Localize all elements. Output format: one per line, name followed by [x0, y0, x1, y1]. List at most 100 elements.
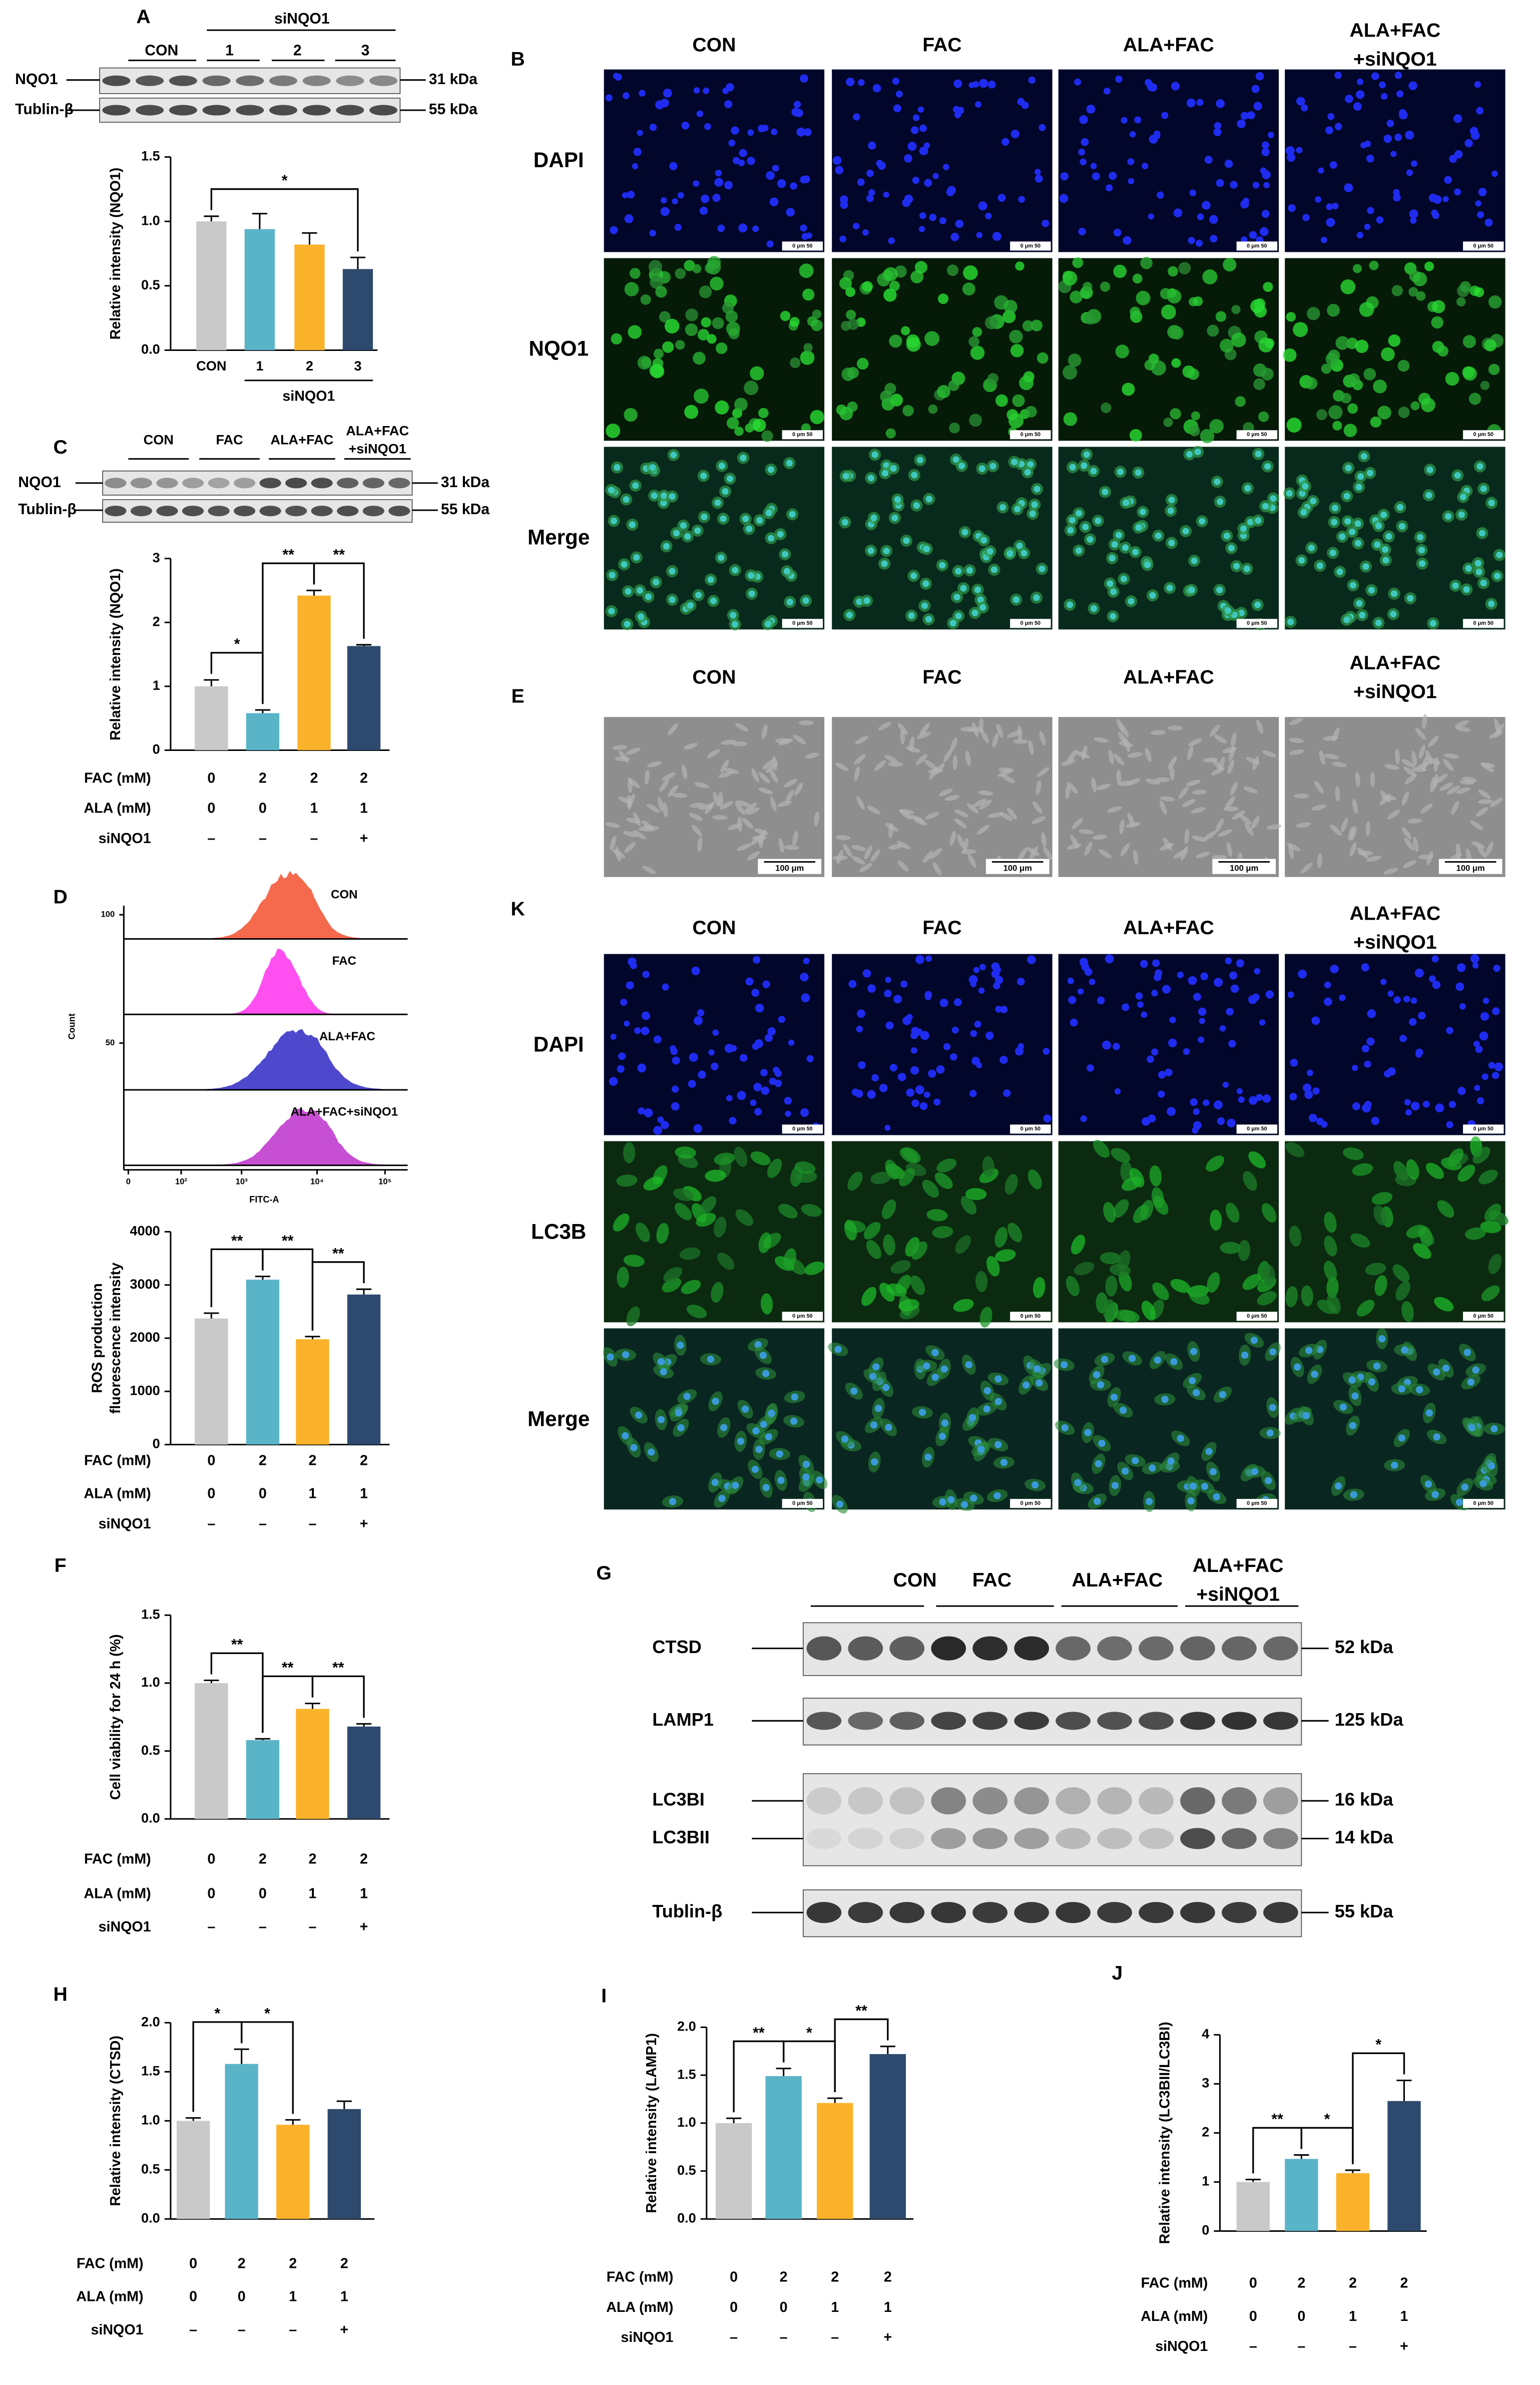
condition-value: 2 — [1297, 2275, 1305, 2291]
nucleus — [1311, 1370, 1318, 1378]
cell — [623, 831, 638, 837]
scale-label: 0 μm 50 — [1247, 243, 1267, 249]
cell — [714, 1152, 735, 1165]
nucleus — [712, 1397, 719, 1405]
nucleus — [1109, 555, 1116, 562]
nucleus — [993, 1492, 1001, 1499]
nucleus — [910, 126, 919, 134]
nucleus — [1078, 227, 1086, 236]
cell — [879, 1283, 895, 1302]
bar — [196, 221, 227, 350]
nucleus — [1010, 459, 1018, 466]
cell — [715, 400, 729, 415]
cell — [1096, 783, 1111, 790]
condition-value: + — [340, 2322, 348, 2338]
nucleus — [754, 1108, 762, 1116]
nucleus — [1435, 1103, 1444, 1112]
blot-band — [285, 506, 307, 517]
cell — [1155, 777, 1170, 782]
cell — [751, 768, 759, 782]
blot-band — [1056, 1712, 1091, 1730]
cell — [1063, 412, 1078, 426]
nucleus — [1082, 523, 1089, 531]
nucleus — [777, 179, 786, 188]
cell — [896, 841, 911, 850]
cell — [1388, 334, 1401, 347]
cell — [1470, 821, 1483, 830]
nucleus — [732, 1481, 739, 1489]
condition-value: 2 — [289, 2255, 297, 2271]
cell — [689, 813, 703, 821]
nucleus — [660, 1120, 669, 1129]
nucleus — [1367, 207, 1374, 214]
nucleus — [1366, 1037, 1375, 1046]
nucleus — [731, 621, 739, 628]
cell — [934, 762, 945, 775]
nucleus — [939, 217, 946, 224]
cell — [1401, 759, 1415, 768]
cell — [885, 428, 896, 439]
cell — [1230, 781, 1238, 796]
column-header: FAC — [922, 917, 961, 939]
column-header: +siNQO1 — [348, 441, 406, 457]
column-header: ALA+FAC — [1123, 667, 1214, 688]
blot-band — [1222, 1712, 1257, 1730]
nucleus — [866, 194, 874, 202]
nucleus — [1431, 955, 1439, 963]
cell — [698, 329, 710, 341]
nucleus — [1463, 586, 1470, 593]
micrograph — [1058, 1141, 1279, 1323]
nucleus — [1217, 1117, 1225, 1125]
cell — [1084, 842, 1093, 856]
nucleus — [693, 1016, 703, 1025]
nucleus — [1300, 509, 1307, 516]
nucleus — [924, 1453, 932, 1461]
bar — [347, 1726, 381, 1819]
nucleus — [1031, 1481, 1039, 1489]
nucleus — [1432, 980, 1441, 989]
nucleus — [1074, 1479, 1082, 1486]
cell — [1032, 816, 1046, 824]
nucleus — [722, 488, 729, 495]
nucleus — [625, 588, 632, 595]
cell — [970, 345, 985, 360]
condition-value: – — [238, 2322, 246, 2338]
nucleus — [852, 222, 860, 230]
condition-value: – — [308, 1919, 316, 1935]
nucleus — [1355, 484, 1362, 491]
nucleus — [1368, 1378, 1376, 1386]
blot-band — [1097, 1636, 1132, 1661]
blot-band — [1222, 1902, 1257, 1923]
blot-band — [1263, 1787, 1298, 1815]
cell — [1182, 799, 1196, 808]
nucleus — [1238, 1096, 1245, 1103]
nucleus — [1089, 978, 1096, 985]
nucleus — [610, 1033, 617, 1040]
nucleus — [747, 157, 755, 165]
condition-value: 1 — [360, 1886, 368, 1902]
nucleus — [1110, 588, 1117, 595]
cell — [735, 800, 750, 807]
nucleus — [1128, 598, 1135, 605]
nucleus — [1418, 560, 1426, 567]
nucleus — [1323, 997, 1332, 1006]
cell — [810, 410, 824, 425]
nucleus — [931, 1373, 939, 1381]
blot-band — [182, 506, 204, 517]
cell — [954, 818, 967, 829]
nucleus — [742, 515, 749, 522]
nucleus — [1265, 1477, 1272, 1484]
nucleus — [923, 1362, 930, 1370]
nucleus — [1090, 468, 1097, 475]
nucleus — [921, 602, 928, 609]
nucleus — [856, 1009, 865, 1018]
cell — [1472, 1146, 1490, 1164]
nucleus — [768, 1409, 775, 1417]
nucleus — [885, 1021, 894, 1030]
nucleus — [999, 1055, 1008, 1064]
nucleus — [1079, 958, 1088, 967]
nucleus — [704, 123, 711, 130]
micrograph — [604, 69, 825, 252]
condition-value: – — [1249, 2338, 1257, 2354]
